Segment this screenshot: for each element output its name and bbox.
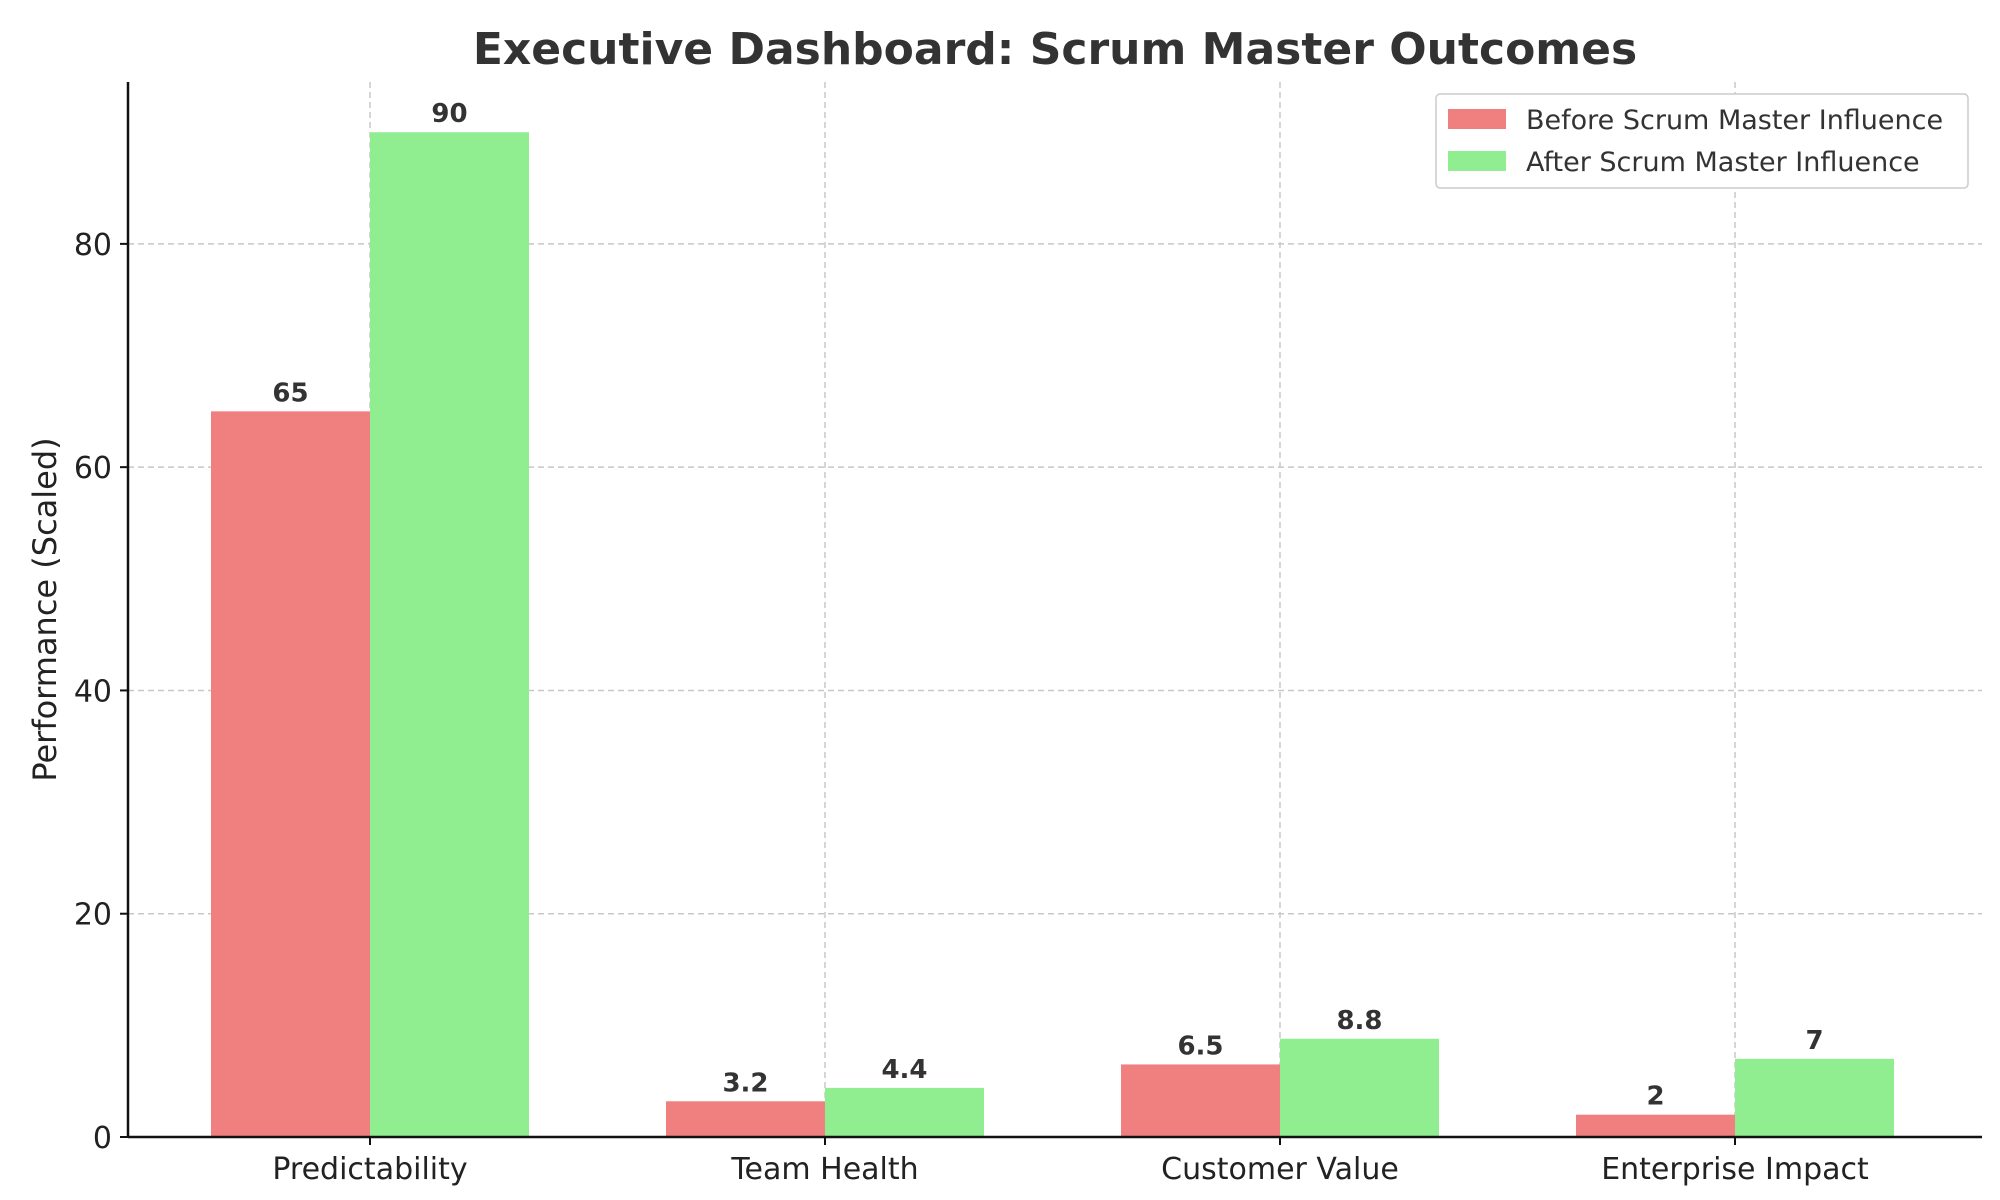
- x-tick-label-2: Customer Value: [1161, 1152, 1399, 1187]
- x-tick-labels: Predictability Team Health Customer Value E…: [272, 1137, 1869, 1187]
- bar-value-label-before-3: 2: [1646, 1082, 1664, 1112]
- bar-after-2: [1280, 1038, 1439, 1137]
- bar-value-label-before-2: 6.5: [1177, 1031, 1223, 1061]
- bar-before-1: [666, 1101, 825, 1137]
- x-tick-label-1: Team Health: [730, 1152, 918, 1187]
- legend-label-before: Before Scrum Master Influence: [1526, 105, 1943, 136]
- bar-before-0: [211, 411, 370, 1137]
- y-tick-label-0: 0: [93, 1121, 112, 1156]
- legend-label-after: After Scrum Master Influence: [1526, 147, 1920, 178]
- bar-value-label-before-1: 3.2: [722, 1068, 768, 1098]
- legend-items: Before Scrum Master Influence After Scrum…: [1448, 105, 1943, 178]
- bar-value-label-after-2: 8.8: [1336, 1006, 1382, 1036]
- y-tick-label-1: 20: [74, 898, 112, 933]
- bar-after-1: [825, 1087, 984, 1137]
- bar-after-0: [370, 132, 529, 1137]
- y-tick-label-4: 80: [74, 228, 112, 263]
- legend-box: [1435, 93, 1969, 189]
- legend-swatch-after: [1448, 151, 1506, 171]
- y-axis-title: Performance (Scaled): [26, 437, 64, 781]
- chart-title: Executive Dashboard: Scrum Master Outcom…: [473, 24, 1637, 75]
- y-tick-label-3: 60: [74, 451, 112, 486]
- bar-before-2: [1121, 1064, 1280, 1137]
- bar-value-labels: 65 3.2 6.5 2 90 4.4 8.8 7: [272, 99, 1823, 1111]
- x-tick-label-0: Predictability: [272, 1152, 467, 1187]
- y-tick-labels: 0 20 40 60 80: [74, 228, 128, 1156]
- legend: Before Scrum Master Influence After Scrum…: [1435, 93, 1969, 189]
- bar-value-label-after-1: 4.4: [881, 1055, 927, 1085]
- axes-layer: [126, 82, 1982, 1139]
- bar-value-label-after-0: 90: [431, 99, 467, 129]
- x-tick-label-3: Enterprise Impact: [1601, 1152, 1869, 1187]
- legend-swatch-before: [1448, 109, 1506, 129]
- bar-value-label-before-0: 65: [272, 378, 308, 408]
- bars-layer: [211, 132, 1894, 1137]
- y-tick-label-2: 40: [74, 674, 112, 709]
- bar-after-3: [1735, 1058, 1894, 1137]
- bar-value-label-after-3: 7: [1805, 1026, 1823, 1056]
- bar-before-3: [1576, 1114, 1735, 1137]
